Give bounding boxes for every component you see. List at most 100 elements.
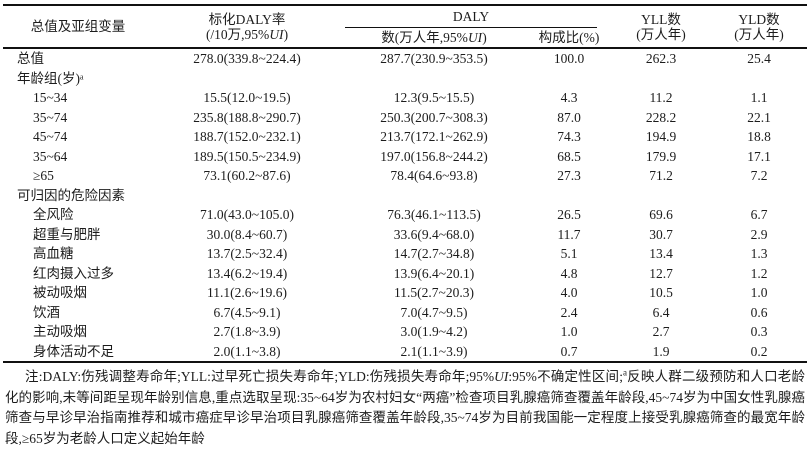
yld-value: 1.0 (750, 285, 768, 300)
row-label: 全风险 (33, 207, 74, 222)
std-daly-rate (153, 69, 341, 89)
row-label: 35~64 (33, 148, 68, 164)
daly-number: 2.1(1.1~3.9) (400, 343, 468, 359)
composition-pct (527, 69, 611, 89)
row-label: 身体活动不足 (33, 343, 114, 359)
composition-pct: 4.0 (560, 285, 578, 300)
row-label: 年龄组(岁)ᵃ (17, 70, 84, 86)
yld-value (711, 69, 807, 89)
header-row-2: 数(万人年,95%UI) 构成比(%) (3, 29, 807, 49)
footnote-text-1: 注:DALY:伤残调整寿命年;YLL:过早死亡损失寿命年;YLD:伤残损失寿命年… (25, 369, 495, 384)
table-row: 身体活动不足 2.0(1.1~3.8) 2.1(1.1~3.9) 0.7 1.9 0.2 (3, 342, 807, 363)
table-row: 35~74 235.8(188.8~290.7) 250.3(200.7~308.3… (3, 108, 807, 128)
footnote-text-3: 反映人群二级预防和人口老龄化的影响,未等间距呈现年龄别信息,重点选取呈现:35~… (5, 369, 806, 446)
ui-italic: UI (269, 26, 284, 42)
yll-value: 11.2 (649, 90, 673, 105)
daly-number: 287.7(230.9~353.5) (380, 51, 488, 66)
row-label: 超重与肥胖 (33, 226, 101, 242)
table-row: 总值 278.0(339.8~224.4) 287.7(230.9~353.5) 10… (3, 48, 807, 69)
table-body: 总值 278.0(339.8~224.4) 287.7(230.9~353.5) 10… (3, 48, 807, 362)
row-label: 35~74 (33, 109, 68, 125)
yld-value: 25.4 (747, 51, 771, 66)
yld-value: 6.7 (750, 207, 768, 222)
yll-value: 6.4 (652, 304, 670, 320)
table-row: 35~64 189.5(150.5~234.9) 197.0(156.8~244.2… (3, 147, 807, 167)
footnote: 注:DALY:伤残调整寿命年;YLL:过早死亡损失寿命年;YLD:伤残损失寿命年… (5, 367, 805, 449)
std-daly-rate: 235.8(188.8~290.7) (193, 109, 301, 125)
row-label: 红肉摄入过多 (33, 265, 114, 281)
daly-number: 76.3(46.1~113.5) (387, 207, 481, 222)
composition-pct: 5.1 (560, 246, 578, 261)
daly-number: 7.0(4.7~9.5) (400, 304, 468, 320)
row-label: 主动吸烟 (33, 324, 87, 339)
yll-value: 12.7 (649, 265, 673, 281)
yld-value (711, 186, 807, 206)
section-row: 年龄组(岁)ᵃ (3, 69, 807, 89)
std-daly-rate: 2.0(1.1~3.8) (213, 343, 281, 359)
yll-value: 179.9 (645, 148, 677, 164)
yld-value: 0.3 (750, 324, 768, 339)
yll-value (611, 69, 711, 89)
header-row-1: 总值及亚组变量 标化DALY率 (/10万,95%UI) DALY YLL数 (… (3, 5, 807, 49)
yll-value: 194.9 (645, 129, 677, 144)
table-row: 超重与肥胖 30.0(8.4~60.7) 33.6(9.4~68.0) 11.7 30.… (3, 225, 807, 245)
std-daly-rate: 6.7(4.5~9.1) (213, 304, 281, 320)
yld-value: 1.1 (750, 90, 768, 105)
header-std-daly-rate: 标化DALY率 (/10万,95%UI) (153, 5, 341, 49)
yld-value: 2.9 (750, 226, 768, 242)
composition-pct: 2.4 (560, 304, 578, 320)
composition-pct: 0.7 (560, 343, 578, 359)
yll-value: 2.7 (652, 324, 670, 339)
table-row: 饮酒 6.7(4.5~9.1) 7.0(4.7~9.5) 2.4 6.4 0.6 (3, 303, 807, 323)
footnote-text-2: :95%不确定性区间; (508, 369, 623, 384)
table-row: 45~74 188.7(152.0~232.1) 213.7(172.1~262.9… (3, 127, 807, 147)
std-daly-rate: 30.0(8.4~60.7) (206, 226, 288, 242)
composition-pct: 27.3 (557, 168, 581, 183)
composition-pct: 4.8 (560, 265, 578, 281)
std-daly-rate: 13.7(2.5~32.4) (206, 246, 288, 261)
row-label: 总值 (17, 51, 44, 66)
row-label: 被动吸烟 (33, 285, 87, 300)
std-daly-rate: 189.5(150.5~234.9) (193, 148, 301, 164)
std-daly-rate: 71.0(43.0~105.0) (200, 207, 294, 222)
std-daly-rate: 188.7(152.0~232.1) (193, 129, 301, 144)
table-header: 总值及亚组变量 标化DALY率 (/10万,95%UI) DALY YLL数 (… (3, 5, 807, 49)
yll-value: 1.9 (652, 343, 670, 359)
header-daly-number: 数(万人年,95%UI) (341, 29, 527, 49)
table-row: 主动吸烟 2.7(1.8~3.9) 3.0(1.9~4.2) 1.0 2.7 0.3 (3, 322, 807, 342)
daly-number (341, 69, 527, 89)
composition-pct: 11.7 (557, 226, 581, 242)
std-daly-rate: 11.1(2.6~19.6) (207, 285, 287, 300)
yll-value (611, 186, 711, 206)
header-composition: 构成比(%) (527, 29, 611, 49)
composition-pct: 1.0 (560, 324, 578, 339)
table-row: ≥65 73.1(60.2~87.6) 78.4(64.6~93.8) 27.3 71.… (3, 166, 807, 186)
row-label: 高血糖 (33, 246, 74, 261)
daly-number: 78.4(64.6~93.8) (390, 168, 478, 183)
table-row: 被动吸烟 11.1(2.6~19.6) 11.5(2.7~20.3) 4.0 10.5 1… (3, 283, 807, 303)
daly-number: 33.6(9.4~68.0) (393, 226, 475, 242)
section-row: 可归因的危险因素 (3, 186, 807, 206)
yll-value: 228.2 (645, 109, 677, 125)
daly-number: 13.9(6.4~20.1) (393, 265, 475, 281)
header-variable: 总值及亚组变量 (3, 5, 153, 49)
ui-italic: UI (467, 29, 483, 45)
composition-pct: 74.3 (557, 129, 581, 144)
table-row: 15~34 15.5(12.0~19.5) 12.3(9.5~15.5) 4.3 11.… (3, 88, 807, 108)
yld-value: 1.2 (750, 265, 768, 281)
std-daly-rate: 278.0(339.8~224.4) (193, 51, 301, 66)
row-label: 45~74 (33, 129, 68, 144)
ui-italic: UI (494, 369, 509, 384)
std-daly-rate: 73.1(60.2~87.6) (203, 168, 291, 183)
daly-number: 14.7(2.7~34.8) (393, 246, 475, 261)
daly-number (341, 186, 527, 206)
composition-pct (527, 186, 611, 206)
composition-pct: 87.0 (557, 109, 581, 125)
table-row: 全风险 71.0(43.0~105.0) 76.3(46.1~113.5) 26.5 6… (3, 205, 807, 225)
yld-value: 17.1 (747, 148, 771, 164)
composition-pct: 4.3 (560, 90, 578, 105)
daly-number: 197.0(156.8~244.2) (380, 148, 488, 164)
daly-number: 3.0(1.9~4.2) (400, 324, 468, 339)
composition-pct: 68.5 (557, 148, 581, 164)
std-daly-rate (153, 186, 341, 206)
